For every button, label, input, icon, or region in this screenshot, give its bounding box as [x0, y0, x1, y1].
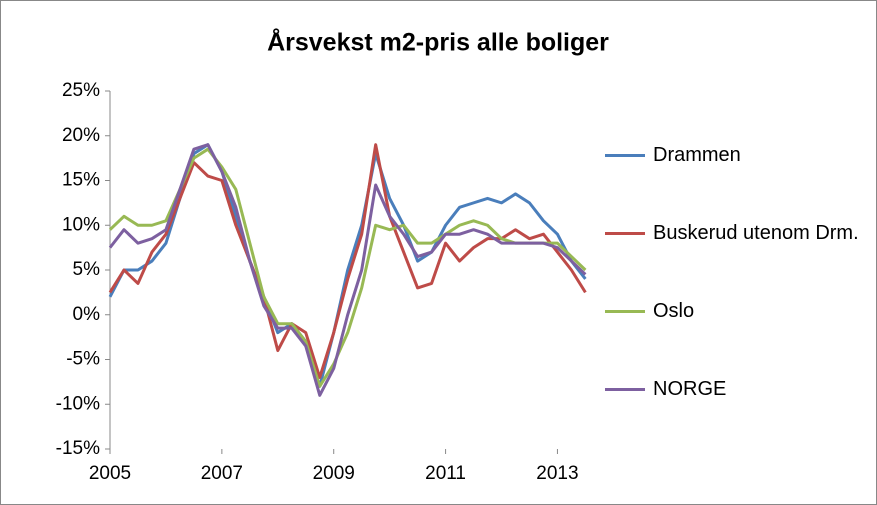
legend-label: NORGE	[653, 378, 727, 400]
y-tick-label: -10%	[56, 393, 100, 414]
legend-item: NORGE	[605, 374, 870, 404]
x-tick-label: 2009	[313, 463, 355, 484]
y-tick-label: 25%	[62, 80, 100, 101]
legend-label: Oslo	[653, 300, 695, 322]
y-tick-label: -15%	[56, 438, 100, 459]
legend-label: Drammen	[653, 144, 741, 166]
legend-swatch	[605, 388, 645, 391]
legend-swatch	[605, 154, 645, 157]
legend-item: Oslo	[605, 296, 870, 326]
x-tick-label: 2011	[425, 463, 466, 484]
y-tick-label: 20%	[62, 125, 100, 146]
y-tick-label: -5%	[66, 349, 100, 370]
x-tick-label: 2007	[201, 463, 243, 484]
series-line	[108, 143, 587, 397]
legend-swatch	[605, 232, 645, 235]
chart-title: Årsvekst m2-pris alle boliger	[267, 28, 609, 57]
legend-label: Buskerud utenom Drm.	[653, 222, 859, 244]
legend-swatch	[605, 310, 645, 313]
legend-item: Drammen	[605, 140, 870, 170]
series-line	[108, 143, 587, 379]
y-tick-label: 15%	[62, 170, 100, 191]
y-tick-label: 0%	[73, 304, 101, 325]
x-tick-label: 2005	[89, 463, 131, 484]
y-tick-label: 10%	[62, 214, 100, 235]
series-line	[108, 147, 587, 388]
legend-item: Buskerud utenom Drm.	[605, 218, 870, 248]
x-tick-label: 2013	[536, 463, 578, 484]
y-tick-label: 5%	[73, 259, 101, 280]
